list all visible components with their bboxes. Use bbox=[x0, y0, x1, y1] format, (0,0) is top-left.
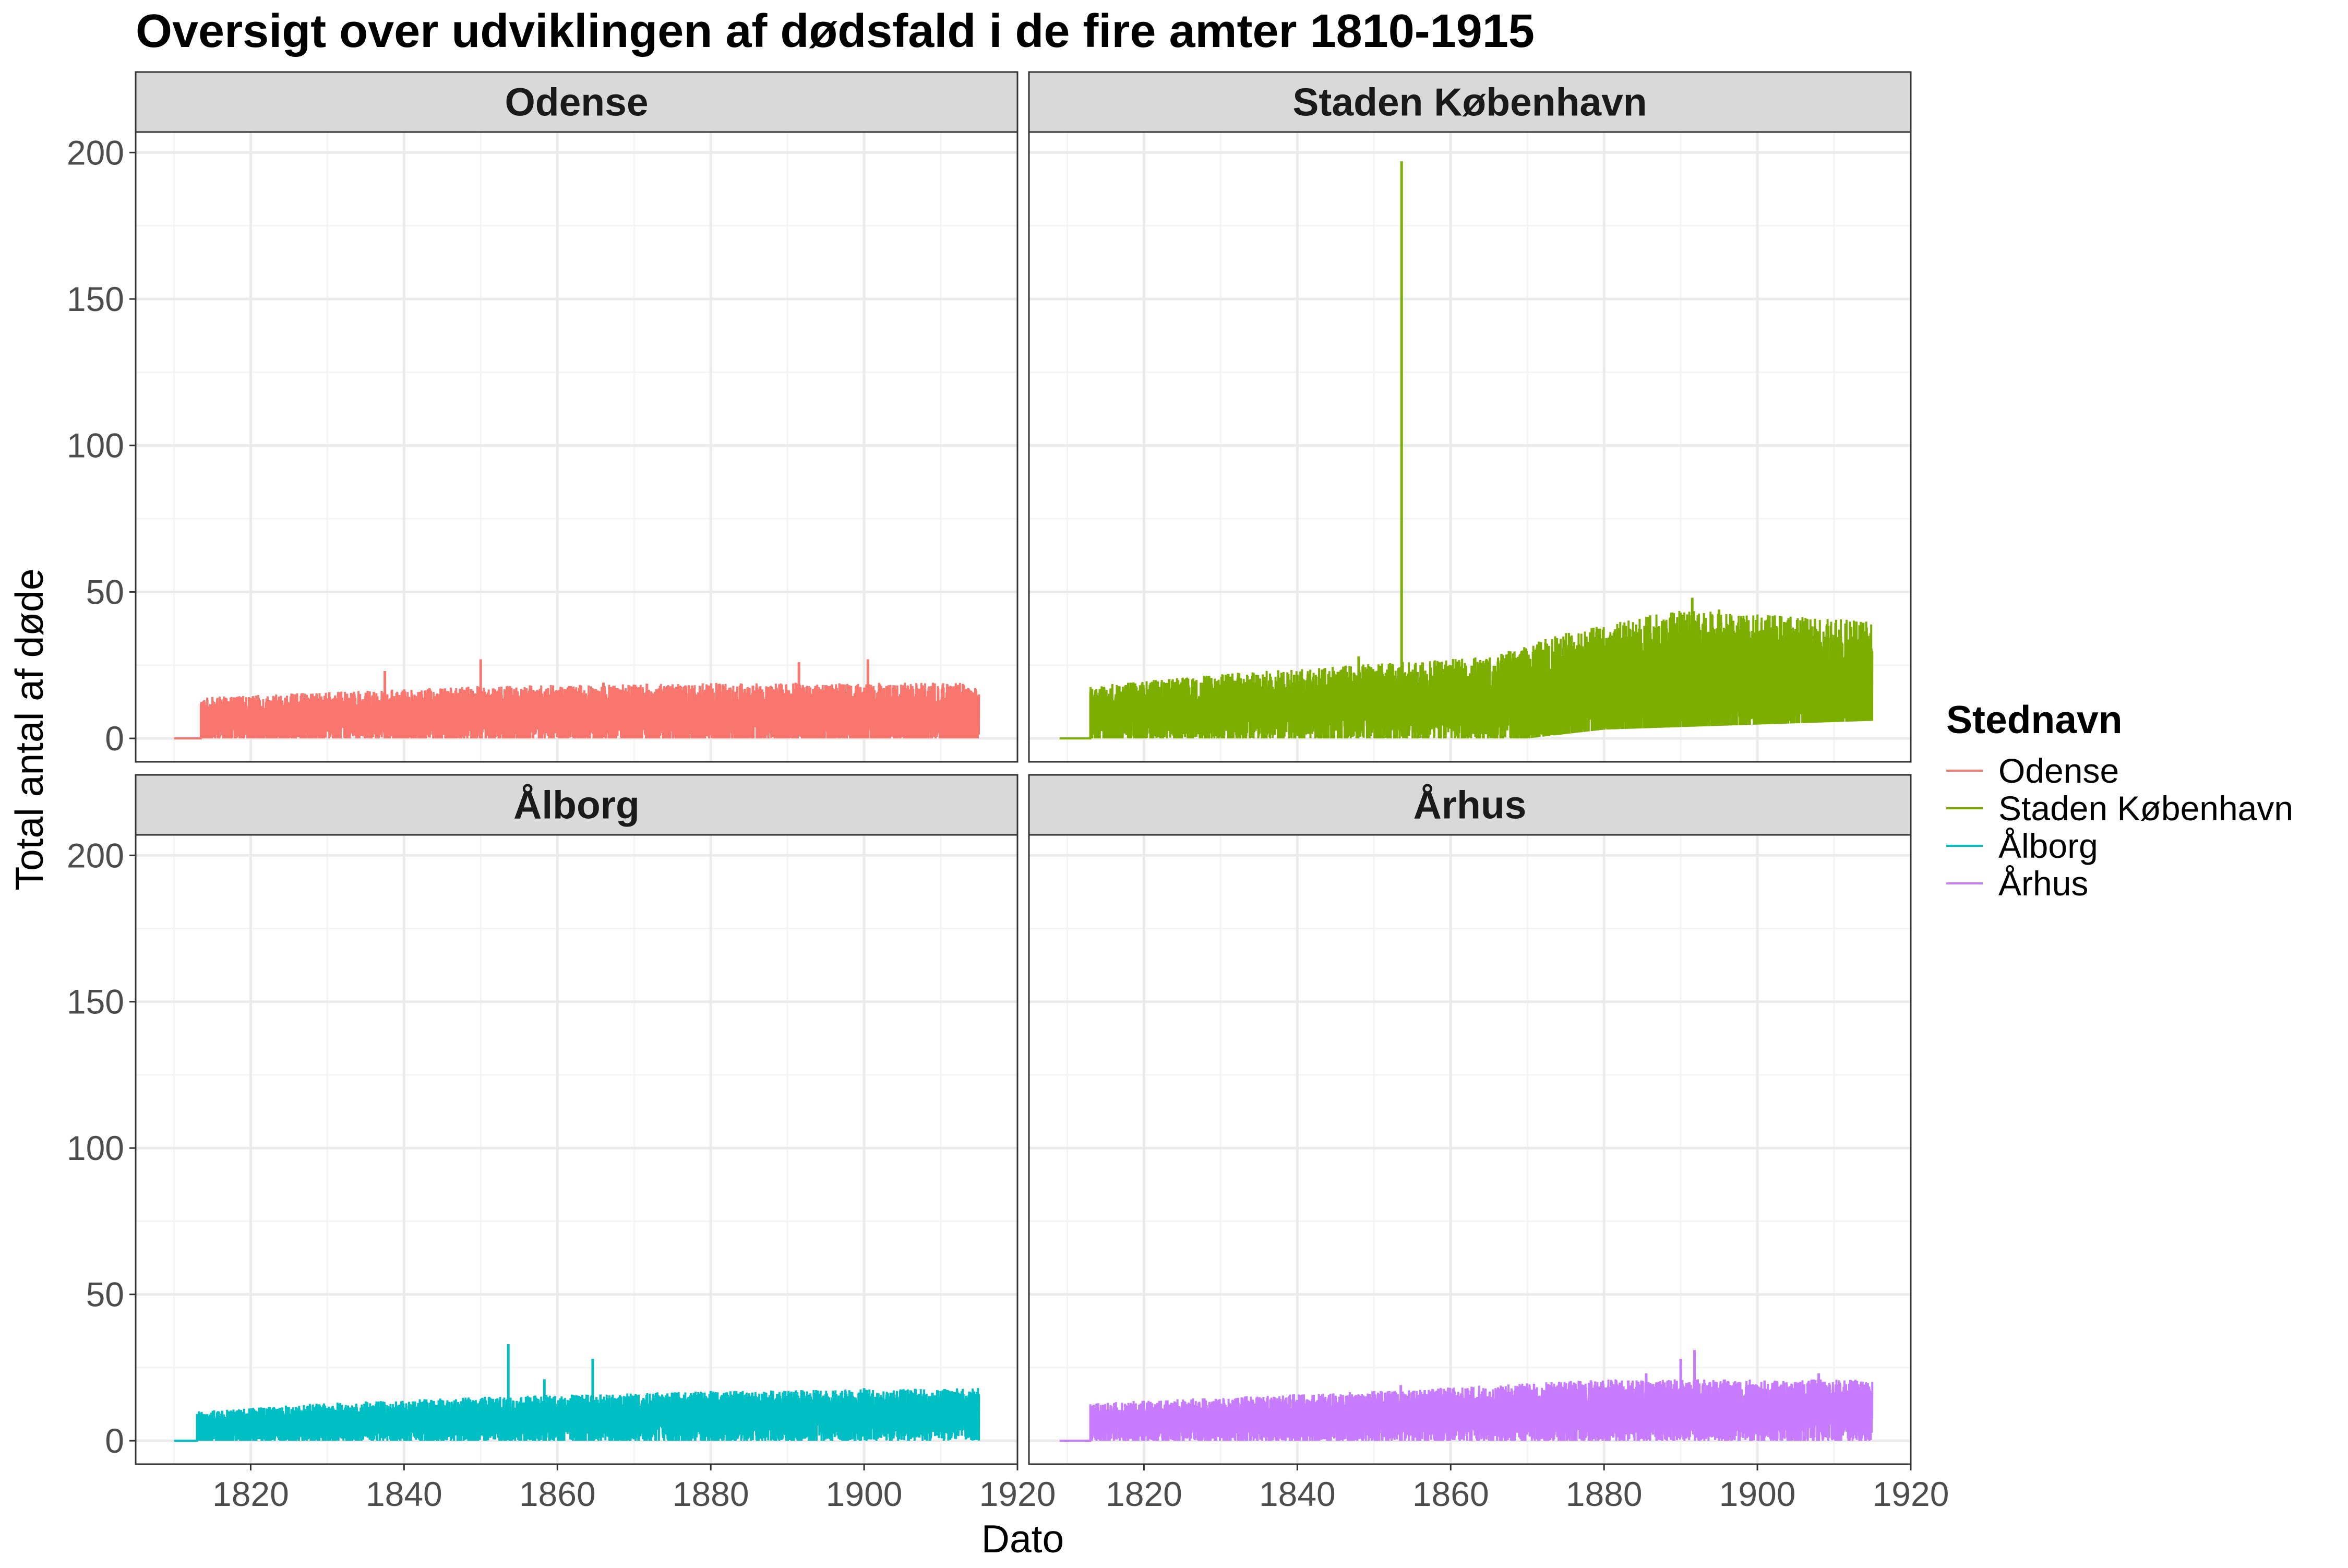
legend-item-rhus: Århus bbox=[1946, 864, 2088, 903]
facet-strip-label: Staden København bbox=[1292, 80, 1647, 124]
legend-label: Århus bbox=[1998, 864, 2088, 903]
facet-strip-label: Odense bbox=[505, 80, 648, 124]
x-tick-label: 1860 bbox=[519, 1475, 596, 1513]
x-tick-label: 1880 bbox=[673, 1475, 749, 1513]
x-tick-label: 1820 bbox=[212, 1475, 289, 1513]
x-tick-label: 1860 bbox=[1412, 1475, 1489, 1513]
series-line-odense bbox=[174, 683, 980, 740]
y-tick-label: 50 bbox=[86, 572, 124, 611]
facet-strip bbox=[1028, 71, 1912, 133]
x-tick-label: 1900 bbox=[826, 1475, 903, 1513]
legend-label: Ålborg bbox=[1998, 827, 2098, 865]
legend-item-lborg: Ålborg bbox=[1946, 827, 2098, 865]
facet-strip bbox=[1028, 774, 1912, 836]
y-tick-label: 150 bbox=[67, 983, 124, 1021]
x-tick-label: 1920 bbox=[1873, 1475, 1949, 1513]
y-axis-title: Total antal af døde bbox=[7, 568, 51, 890]
y-tick-label: 100 bbox=[67, 1129, 124, 1167]
series-line-lborg bbox=[174, 1388, 980, 1442]
x-tick-label: 1880 bbox=[1566, 1475, 1643, 1513]
x-tick-label: 1920 bbox=[979, 1475, 1056, 1513]
facet-strip bbox=[135, 774, 1019, 836]
x-tick-label: 1900 bbox=[1719, 1475, 1796, 1513]
series-peaks-staden-k-benhavn bbox=[1227, 161, 1805, 709]
facet-strip-label: Århus bbox=[1413, 783, 1527, 827]
y-tick-label: 200 bbox=[67, 133, 124, 172]
panel-odense: Odense 0 50 100 150 200 bbox=[67, 71, 1019, 763]
y-tick-label: 0 bbox=[105, 1421, 124, 1460]
panel-rhus: Århus 1820 1840 1860 1880 1900 1920 bbox=[1028, 774, 1949, 1513]
legend-item-staden-k-benhavn: Staden København bbox=[1946, 789, 2293, 828]
panel-lborg: Ålborg 0 50 100 150 200 1820 1840 1860 1880 1900 19… bbox=[67, 774, 1056, 1513]
legend-label: Odense bbox=[1998, 751, 2119, 790]
panel-background bbox=[136, 132, 1017, 762]
panel-background bbox=[136, 835, 1017, 1464]
legend-title: Stednavn bbox=[1946, 698, 2123, 741]
series-peaks-rhus bbox=[1399, 1350, 1820, 1417]
chart-title: Oversigt over udviklingen af dødsfald i … bbox=[136, 5, 1535, 57]
legend-item-odense: Odense bbox=[1946, 751, 2119, 790]
legend-label: Staden København bbox=[1998, 789, 2293, 828]
series-peaks-lborg bbox=[507, 1344, 866, 1420]
panel-background bbox=[1029, 835, 1911, 1464]
series-peaks-odense bbox=[384, 659, 869, 717]
y-tick-label: 50 bbox=[86, 1275, 124, 1314]
series-line-rhus bbox=[1059, 1379, 1874, 1442]
y-tick-label: 0 bbox=[105, 719, 124, 758]
facet-strip bbox=[135, 71, 1019, 133]
y-tick-label: 150 bbox=[67, 280, 124, 318]
x-axis-title: Dato bbox=[981, 1517, 1064, 1561]
x-tick-label: 1840 bbox=[366, 1475, 442, 1513]
series-line-staden-k-benhavn bbox=[1059, 611, 1874, 740]
facet-panels: Odense 0 50 100 150 200 Staden København Ålborg… bbox=[67, 71, 1949, 1513]
y-tick-label: 100 bbox=[67, 426, 124, 465]
x-tick-label: 1820 bbox=[1106, 1475, 1182, 1513]
panel-staden-k-benhavn: Staden København bbox=[1028, 71, 1912, 763]
y-tick-label: 200 bbox=[67, 836, 124, 875]
facet-strip-label: Ålborg bbox=[513, 783, 640, 827]
x-tick-label: 1840 bbox=[1259, 1475, 1336, 1513]
